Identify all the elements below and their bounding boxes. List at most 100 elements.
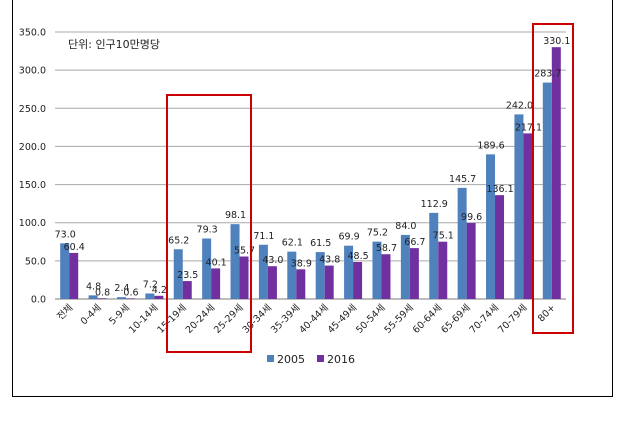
y-tick-label: 200.0 [19,142,46,153]
data-label-2005: 84.0 [395,221,416,232]
bar-2005 [514,114,524,299]
x-tick-label: 25-29세 [212,302,245,335]
y-tick-label: 0.0 [31,295,46,306]
data-label-2016: 75.1 [433,231,454,242]
bar-2005 [429,212,439,299]
bar-2005 [542,82,552,300]
data-label-2005: 71.1 [253,231,274,242]
data-label-2016: 48.5 [348,251,369,262]
bar-2005 [173,249,183,299]
data-label-2016: 4.2 [152,285,167,296]
x-tick-label: 15-19세 [155,302,188,335]
y-tick-label: 50.0 [25,256,46,267]
data-label-2005: 65.2 [168,235,189,246]
x-tick-label: 70-74세 [468,302,501,335]
data-label-2016: 43.0 [262,255,283,266]
bar-2005 [116,297,126,299]
bar-2016 [97,298,107,299]
bar-2016 [466,223,476,299]
x-tick-label: 5-9세 [107,302,132,327]
data-label-2005: 189.6 [477,140,504,151]
bar-2016 [324,265,334,299]
data-label-2016: 66.7 [404,237,425,248]
bar-2016 [409,248,419,299]
bar-2005 [145,293,155,299]
data-label-2005: 7.2 [143,280,158,291]
data-label-2016: 40.1 [206,257,227,268]
bar-2016 [353,262,363,299]
data-label-2005: 98.1 [225,210,246,221]
bar-2005 [400,234,410,299]
data-label-2005: 62.1 [282,238,303,249]
data-label-2005: 79.3 [197,225,218,236]
data-label-2016: 0.8 [95,287,110,298]
bar-2016 [154,295,164,299]
data-label-2005: 283.7 [534,69,561,80]
bar-2005 [344,245,354,299]
data-label-2016: 23.5 [177,270,198,281]
data-label-2005: 112.9 [421,199,448,210]
bar-2016 [296,269,306,299]
x-tick-label: 0-4세 [79,302,104,327]
data-label-2005: 2.4 [114,283,129,294]
x-tick-label: 65-69세 [439,302,472,335]
bar-2005 [457,187,467,299]
data-label-2005: 145.7 [449,174,476,185]
bar-2005 [287,251,297,299]
data-label-2005: 61.5 [310,238,331,249]
y-tick-label: 350.0 [19,28,46,39]
bar-2005 [88,295,98,299]
x-tick-label: 10-14세 [127,302,160,335]
x-tick-label: 45-49세 [326,302,359,335]
x-tick-label: 60-64세 [411,302,444,335]
bar-2016 [551,47,561,299]
data-label-2016: 330.1 [543,36,570,47]
bar-2005 [258,244,268,299]
x-tick-label: 30-34세 [241,302,274,335]
bar-2016 [239,256,249,299]
data-label-2016: 0.6 [123,288,138,299]
x-tick-label: 55-59세 [382,302,415,335]
x-tick-label: 20-24세 [184,302,217,335]
bar-2005 [230,224,240,299]
bar-2016 [381,254,391,299]
data-label-2016: 38.9 [291,258,312,269]
x-tick-label: 전체 [55,302,75,322]
bar-2005 [315,252,325,299]
bar-2016 [182,281,192,299]
bar-2016 [69,252,79,299]
data-label-2005: 73.0 [55,229,76,240]
bar-2005 [202,238,212,299]
y-tick-label: 100.0 [19,218,46,229]
bar-2005 [372,241,382,299]
x-tick-label: 35-39세 [269,302,302,335]
data-label-2005: 4.8 [86,281,101,292]
bar-2016 [523,133,533,299]
data-label-2016: 60.4 [64,242,85,253]
x-tick-label: 50-54세 [354,302,387,335]
data-label-2016: 43.8 [319,255,340,266]
y-tick-label: 300.0 [19,66,46,77]
data-label-2016: 55.7 [234,246,255,257]
x-tick-label: 40-44세 [297,302,330,335]
bar-2005 [486,154,496,299]
unit-annotation: 단위: 인구10만명당 [68,38,160,51]
bar-2016 [211,268,221,299]
bar-2016 [438,241,448,299]
legend-swatch-2016 [317,355,324,362]
data-label-2016: 99.6 [461,212,482,223]
legend-swatch-2005 [267,355,274,362]
bar-2005 [60,243,70,299]
data-label-2005: 69.9 [339,232,360,243]
legend-label-2005: 2005 [277,353,305,366]
y-tick-label: 250.0 [19,104,46,115]
x-tick-label: 80+ [536,302,558,324]
legend-label-2016: 2016 [327,353,355,366]
data-label-2016: 217.1 [515,122,542,133]
x-tick-label: 70-79세 [496,302,529,335]
y-tick-label: 150.0 [19,180,46,191]
data-label-2005: 75.2 [367,228,388,239]
data-label-2016: 58.7 [376,243,397,254]
highlight-box-youth [166,94,252,353]
